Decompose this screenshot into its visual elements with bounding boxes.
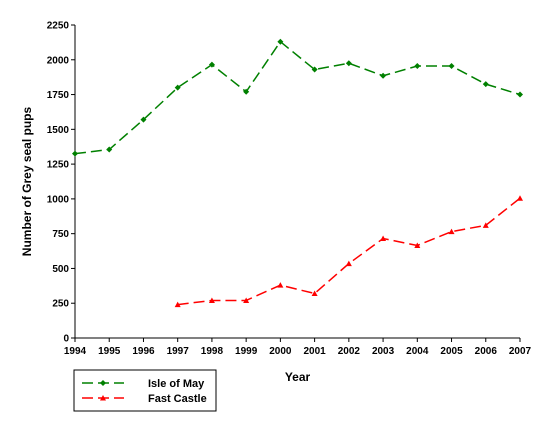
- legend-marker-isle-of-may: [100, 380, 106, 386]
- y-tick-label: 1750: [47, 90, 70, 101]
- legend-label-isle-of-may: Isle of May: [148, 378, 205, 390]
- x-tick-label: 1997: [167, 346, 190, 357]
- x-tick-label: 1995: [98, 346, 121, 357]
- x-tick-label: 1998: [201, 346, 224, 357]
- data-point-fast-castle: [448, 228, 455, 235]
- y-tick-label: 1000: [47, 194, 70, 205]
- data-point-isle-of-may: [448, 63, 455, 70]
- x-tick-label: 1999: [235, 346, 258, 357]
- y-tick-label: 2000: [47, 55, 70, 66]
- y-tick-label: 1500: [47, 125, 70, 136]
- data-point-fast-castle: [345, 260, 352, 267]
- x-tick-label: 2003: [372, 346, 395, 357]
- data-point-isle-of-may: [208, 61, 215, 68]
- data-point-isle-of-may: [414, 63, 421, 70]
- x-tick-label: 1994: [64, 346, 87, 357]
- legend-label-fast-castle: Fast Castle: [148, 393, 207, 405]
- y-tick-label: 500: [52, 264, 69, 275]
- data-point-fast-castle: [414, 242, 421, 248]
- data-point-isle-of-may: [517, 91, 523, 98]
- x-tick-label: 1996: [132, 346, 155, 357]
- data-point-fast-castle: [517, 195, 523, 201]
- series-line-isle-of-may: [74, 40, 521, 155]
- x-tick-label: 2004: [406, 346, 429, 357]
- data-point-fast-castle: [311, 290, 318, 296]
- x-axis-title: Year: [285, 370, 311, 384]
- x-tick-label: 2005: [440, 346, 463, 357]
- y-tick-label: 750: [52, 229, 69, 240]
- x-axis-ticks: 1994 1995 1996 1997 1998 1999 2000 2001 2002 2003…: [64, 338, 532, 357]
- legend-marker-fast-castle: [100, 395, 106, 401]
- data-point-isle-of-may: [277, 38, 284, 45]
- series-line-fast-castle: [177, 197, 521, 306]
- y-tick-label: 0: [63, 334, 69, 345]
- data-point-fast-castle: [277, 282, 284, 288]
- x-tick-label: 2000: [269, 346, 292, 357]
- series-isle-of-may: [72, 38, 523, 157]
- series-fast-castle: [174, 195, 523, 308]
- data-point-isle-of-may: [345, 60, 352, 67]
- data-point-fast-castle: [174, 301, 181, 308]
- legend: Isle of May Fast Castle: [73, 369, 217, 412]
- data-point-isle-of-may: [482, 81, 489, 88]
- data-point-isle-of-may: [174, 84, 181, 91]
- data-point-isle-of-may: [311, 66, 318, 73]
- legend-box: [73, 369, 217, 412]
- y-tick-label: 2250: [47, 21, 70, 32]
- y-tick-label: 250: [52, 299, 69, 310]
- data-point-fast-castle: [208, 297, 215, 303]
- data-point-fast-castle: [482, 222, 489, 228]
- y-tick-label: 1250: [47, 160, 70, 171]
- data-point-isle-of-may: [380, 72, 387, 79]
- data-point-fast-castle: [380, 235, 387, 242]
- data-point-isle-of-may: [106, 146, 113, 153]
- x-tick-label: 2002: [338, 346, 361, 357]
- x-tick-label: 2001: [303, 346, 326, 357]
- data-point-isle-of-may: [243, 88, 250, 95]
- y-axis-title: Number of Grey seal pups: [20, 106, 34, 256]
- data-point-isle-of-may: [140, 116, 147, 123]
- x-tick-label: 2007: [509, 346, 532, 357]
- y-axis-ticks: 0 250 500 750 1000 1250 1500 1750 2000 2250: [47, 21, 75, 345]
- data-point-fast-castle: [243, 297, 250, 303]
- x-tick-label: 2006: [475, 346, 498, 357]
- data-point-isle-of-may: [72, 150, 78, 157]
- series-layer: [72, 38, 523, 308]
